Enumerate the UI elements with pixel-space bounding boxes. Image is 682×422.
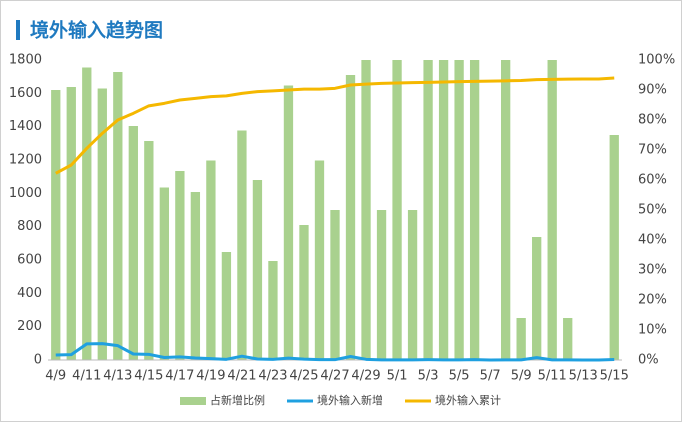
legend-swatch [180, 397, 206, 405]
legend-label: 境外输入累计 [435, 393, 501, 407]
bar [175, 171, 185, 360]
bar [361, 60, 371, 360]
x-tick-label: 5/1 [387, 369, 408, 384]
y-tick-label: 400 [17, 286, 42, 301]
bar [516, 318, 526, 360]
title-marker [16, 20, 20, 40]
x-tick-label: 5/13 [569, 369, 598, 384]
bar [283, 85, 294, 360]
x-tick-label: 4/25 [289, 369, 318, 384]
y-tick-label: 1400 [9, 119, 42, 134]
bar [314, 160, 325, 360]
y2-tick-label: 60% [638, 173, 667, 188]
y-tick-label: 1000 [9, 186, 42, 201]
x-tick-label: 4/27 [320, 369, 349, 384]
bar [128, 126, 138, 360]
bar [609, 135, 619, 360]
y-tick-label: 200 [17, 319, 42, 334]
y2-tick-label: 10% [638, 323, 667, 338]
bar [237, 130, 247, 360]
y2-tick-label: 90% [638, 83, 667, 98]
bar [66, 87, 76, 360]
x-tick-label: 4/9 [45, 369, 66, 384]
bar [144, 141, 154, 360]
bar [547, 60, 557, 360]
x-tick-label: 5/15 [600, 369, 629, 384]
line [55, 76, 615, 175]
x-tick-label: 5/5 [449, 369, 470, 384]
y2-tick-label: 30% [638, 263, 667, 278]
bar [268, 261, 278, 360]
bar [345, 75, 356, 360]
y2-tick-label: 70% [638, 143, 667, 158]
bar [376, 210, 387, 360]
y2-tick-label: 100% [638, 53, 675, 68]
bar [438, 60, 449, 360]
x-tick-label: 5/7 [480, 369, 501, 384]
bar [454, 60, 464, 360]
x-tick-label: 4/19 [196, 369, 225, 384]
bar [97, 88, 107, 360]
bar [221, 252, 232, 360]
y-tick-label: 600 [17, 253, 42, 268]
bar [423, 60, 433, 360]
y2-tick-label: 50% [638, 203, 667, 218]
x-tick-label: 4/23 [258, 369, 287, 384]
bar [563, 318, 573, 360]
bar [500, 60, 511, 360]
y-tick-label: 1600 [9, 86, 42, 101]
x-tick-label: 4/15 [134, 369, 163, 384]
chart-title: 境外输入趋势图 [30, 19, 163, 42]
bar [113, 72, 123, 360]
bar [206, 160, 216, 360]
x-tick-label: 5/3 [418, 369, 439, 384]
x-tick-label: 5/11 [538, 369, 567, 384]
bar [299, 225, 309, 360]
x-tick-label: 4/17 [165, 369, 194, 384]
line [55, 342, 615, 362]
x-tick-label: 4/21 [227, 369, 256, 384]
bar [51, 90, 61, 360]
y-tick-label: 0 [34, 353, 42, 368]
bar [407, 210, 418, 360]
bar [190, 192, 201, 360]
y2-tick-label: 40% [638, 233, 667, 248]
bar [252, 180, 263, 360]
x-tick-label: 4/13 [103, 369, 132, 384]
bar [532, 237, 542, 360]
bar [159, 187, 170, 360]
legend-label: 境外输入新增 [317, 393, 383, 407]
bar [330, 210, 340, 360]
y-tick-label: 1200 [9, 153, 42, 168]
y2-tick-label: 80% [638, 113, 667, 128]
x-tick-label: 4/29 [351, 369, 380, 384]
bar [82, 67, 92, 360]
y2-tick-label: 0% [638, 353, 659, 368]
x-tick-label: 5/9 [511, 369, 532, 384]
bar [392, 60, 402, 360]
x-tick-label: 4/11 [72, 369, 101, 384]
bar [469, 60, 480, 360]
y2-tick-label: 20% [638, 293, 667, 308]
y-tick-label: 800 [17, 219, 42, 234]
y-tick-label: 1800 [9, 53, 42, 68]
legend-label: 占新增比例 [210, 393, 265, 407]
